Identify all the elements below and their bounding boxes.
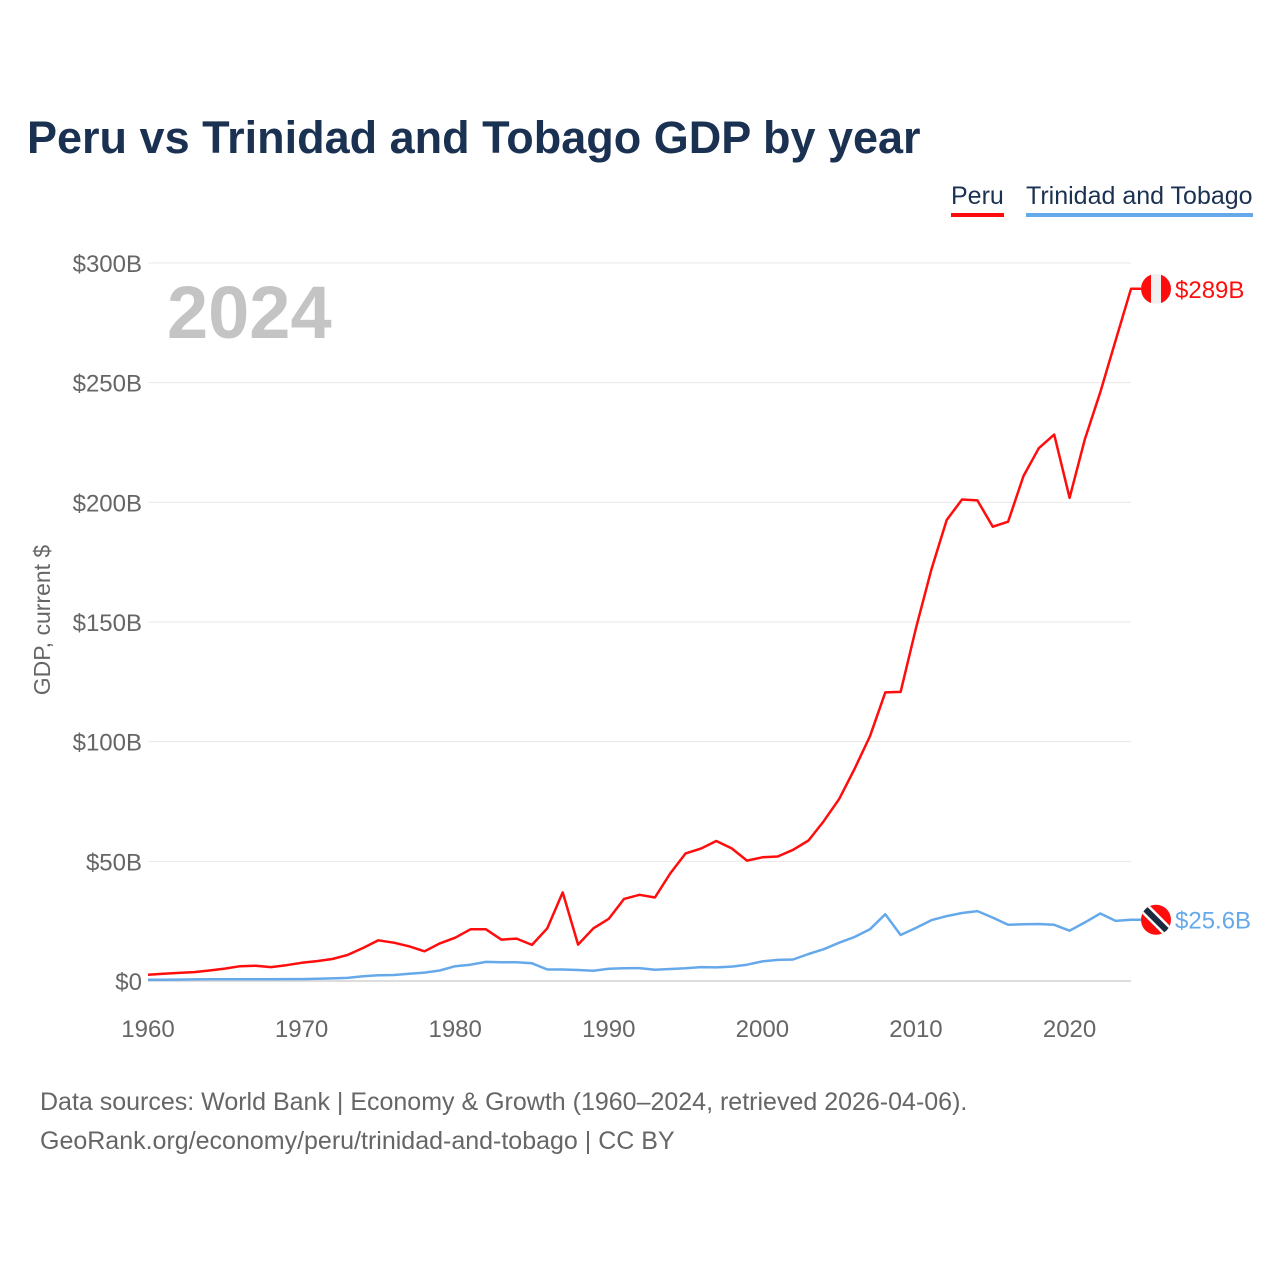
- y-tick-label: $200B: [73, 490, 142, 517]
- x-tick-label: 2010: [889, 1016, 942, 1043]
- source-line-2: GeoRank.org/economy/peru/trinidad-and-to…: [40, 1127, 675, 1155]
- y-tick-label: $100B: [73, 730, 142, 757]
- y-tick-label: $300B: [73, 251, 142, 278]
- source-note: Data sources: World Bank | Economy & Gro…: [40, 1083, 967, 1161]
- x-tick-label: 1990: [582, 1016, 635, 1043]
- end-value-label: $25.6B: [1175, 908, 1251, 935]
- legend-item-peru[interactable]: Peru: [951, 182, 1004, 217]
- y-tick-label: $0: [115, 969, 142, 996]
- peru-flag-icon: [1141, 273, 1171, 304]
- source-line-1: Data sources: World Bank | Economy & Gro…: [40, 1088, 968, 1116]
- x-tick-label: 1980: [428, 1016, 481, 1043]
- series-line-trinidad-and-tobago: [147, 909, 1141, 982]
- y-tick-label: $250B: [73, 371, 142, 398]
- trinidad-flag-icon: [1141, 904, 1171, 935]
- x-tick-label: 2000: [736, 1016, 789, 1043]
- chart-title: Peru vs Trinidad and Tobago GDP by year: [27, 112, 921, 163]
- x-tick-label: 2020: [1043, 1016, 1096, 1043]
- year-watermark: 2024: [167, 271, 332, 354]
- x-tick-label: 1970: [275, 1016, 328, 1043]
- y-axis-label: GDP, current $: [29, 545, 55, 696]
- y-tick-label: $150B: [73, 610, 142, 637]
- end-value-label: $289B: [1175, 277, 1244, 304]
- x-tick-label: 1960: [121, 1016, 174, 1043]
- legend-item-trinidad-and-tobago[interactable]: Trinidad and Tobago: [1026, 182, 1253, 217]
- series-line-peru: [147, 287, 1141, 977]
- y-tick-label: $50B: [86, 849, 142, 876]
